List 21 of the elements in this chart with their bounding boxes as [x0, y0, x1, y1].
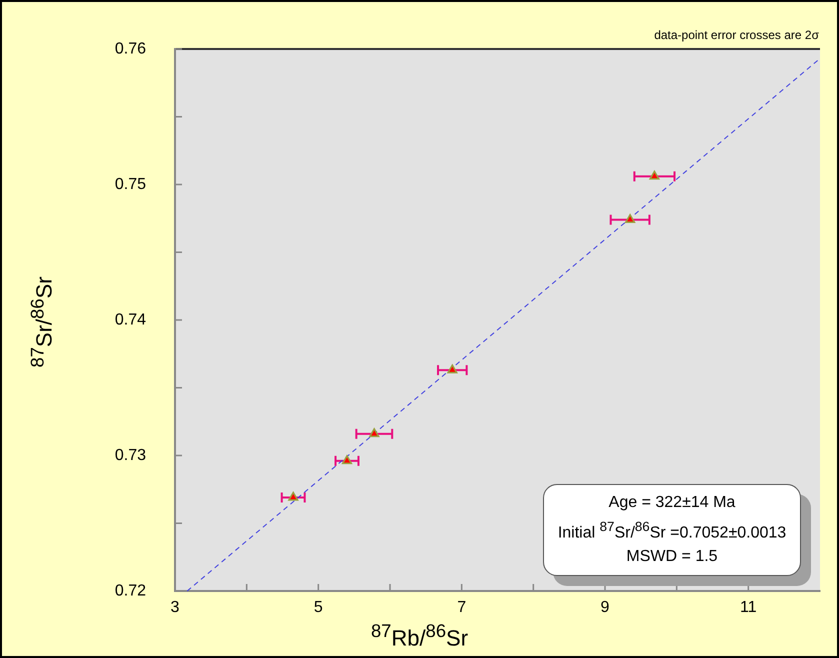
x-tick-label: 11: [740, 599, 757, 616]
point: [288, 492, 298, 501]
point: [342, 455, 352, 464]
annotation: Initial $^{87}$Sr/$^{86}$Sr =0.7052±0.0013: [556, 518, 788, 544]
x-axis-title: $^{87}$Rb/$^{86}$Sr: [370, 620, 468, 652]
point: [625, 214, 636, 223]
x-tick-label: 3: [170, 599, 180, 616]
annotation: MSWD = 1.5: [625, 547, 719, 568]
point: [447, 364, 458, 374]
text: data-point error crosses are 2σ: [654, 28, 819, 42]
x-tick-label: 7: [457, 599, 466, 616]
x-tick-label: 5: [314, 599, 323, 616]
y-tick-label: 0.74: [114, 311, 146, 328]
annotation: Age = 322±14 Ma: [608, 493, 736, 513]
x-tick-label: 9: [600, 599, 610, 616]
y-tick-label: 0.76: [114, 40, 146, 58]
y-tick-label: 0.75: [114, 176, 146, 193]
point: [649, 170, 660, 180]
y-tick-label: 0.72: [114, 582, 146, 600]
point: [369, 428, 380, 438]
y-tick-label: 0.73: [114, 446, 146, 464]
